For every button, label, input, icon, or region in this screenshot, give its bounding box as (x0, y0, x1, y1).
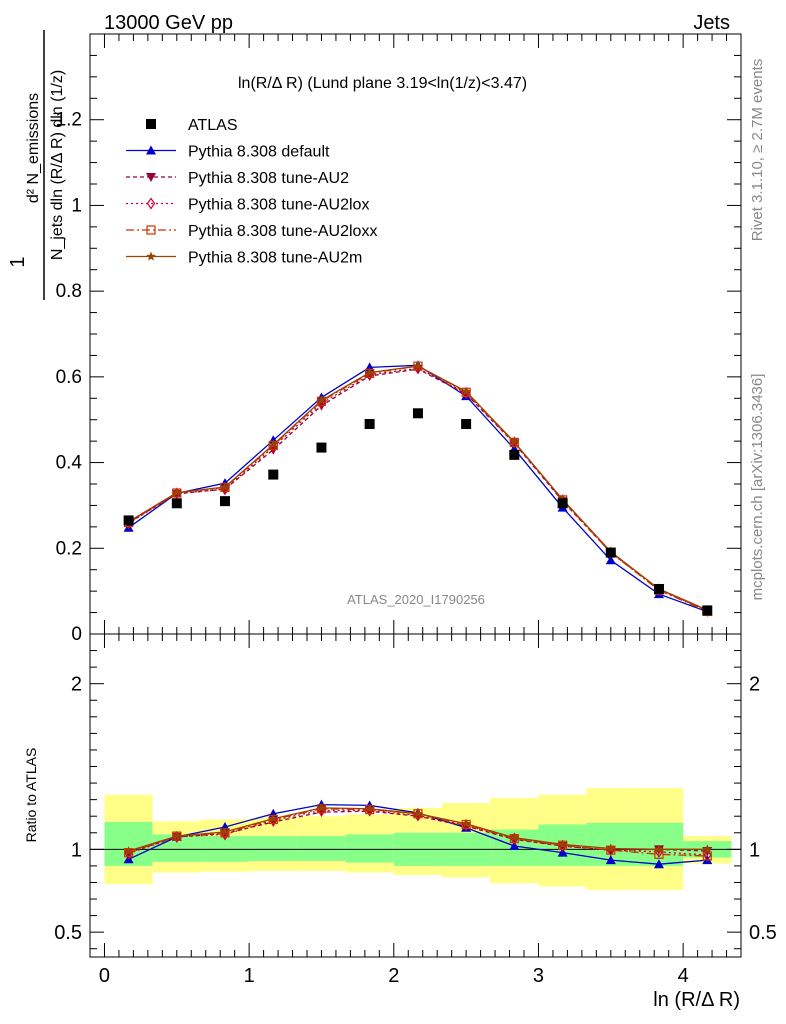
main-y-tick-label: 1 (71, 195, 82, 216)
uncertainty-band-inner (297, 836, 346, 861)
legend-label-au2: Pythia 8.308 tune-AU2 (188, 170, 349, 187)
data-point-atlas (653, 584, 664, 594)
uncertainty-band-inner (249, 836, 298, 861)
series-line-au2lox (128, 367, 708, 612)
data-point-atlas (364, 419, 375, 429)
series-line-au2m (128, 365, 708, 611)
data-point-atlas (412, 408, 423, 419)
ratio-point-au2loxx (702, 851, 712, 861)
x-tick-label: 2 (388, 965, 399, 987)
ratio-point-au2m (123, 846, 134, 855)
ratio-point-au2m (364, 803, 375, 813)
watermark-label: ATLAS_2020_I1790256 (347, 592, 485, 607)
ratio-y-tick-label-right: 2 (749, 674, 760, 696)
data-point-atlas (316, 442, 327, 453)
data-point-atlas (509, 449, 520, 460)
ratio-y-tick-label-right: 1 (749, 839, 760, 861)
y-label-prefix: 1 (7, 256, 29, 267)
ratio-point-au2m (654, 844, 664, 854)
legend-marker-default (146, 145, 156, 155)
data-point-atlas (702, 605, 713, 616)
main-y-tick-label: 0 (71, 624, 82, 645)
main-y-tick-label: 0.4 (56, 453, 83, 474)
ratio-point-au2m (461, 818, 471, 828)
data-point-au2m (172, 487, 182, 497)
legend-marker-au2lox (146, 197, 156, 210)
x-tick-label: 1 (244, 965, 255, 987)
ratio-point-au2m (509, 832, 520, 842)
main-y-tick-label: 1.2 (56, 110, 82, 131)
data-point-default (605, 555, 616, 565)
x-tick-label: 3 (533, 965, 544, 987)
legend-label-au2m: Pythia 8.308 tune-AU2m (188, 250, 362, 267)
uncertainty-band-inner (345, 834, 394, 863)
y-label-denominator: N_jets dln (R/Δ R) dln (1/z) (49, 70, 66, 260)
ratio-point-default (557, 847, 568, 857)
main-y-axis-label: 1 d² N_emissions N_jets dln (R/Δ R) dln … (7, 30, 66, 300)
ratio-point-default (653, 859, 664, 869)
ratio-point-au2m (413, 808, 423, 818)
data-point-au2m (509, 437, 520, 446)
y-label-numerator: d² N_emissions (25, 93, 42, 203)
data-point-atlas (123, 515, 134, 526)
data-point-atlas (605, 547, 616, 558)
ratio-point-default (509, 841, 520, 851)
data-point-atlas (219, 496, 230, 507)
data-point-atlas (557, 498, 568, 509)
legend: ATLAS Pythia 8.308 default Pythia 8.308 tu… (126, 117, 377, 267)
legend-label-default: Pythia 8.308 default (188, 144, 330, 161)
ratio-y-tick-label: 2 (71, 674, 82, 696)
main-y-tick-label: 0.6 (56, 367, 82, 388)
ratio-point-au2m (557, 839, 568, 849)
ratio-y-tick-label-right: 0.5 (749, 922, 777, 944)
header-right-label: Jets (693, 12, 730, 34)
mcplots-label: mcplots.cern.ch [arXiv:1306.3436] (749, 374, 766, 601)
main-y-tick-label: 0.8 (56, 281, 82, 302)
legend-marker-au2m (146, 251, 156, 261)
data-point-atlas (171, 498, 182, 509)
data-point-au2m (461, 386, 471, 396)
data-point-au2m (316, 395, 327, 405)
header-left-label: 13000 GeV pp (104, 12, 233, 34)
ratio-point-default (605, 855, 616, 865)
ratio-point-au2m (172, 831, 182, 841)
x-axis-label: ln (R/Δ R) (653, 989, 740, 1011)
data-point-au2m (364, 367, 375, 377)
data-point-au2lox (269, 441, 278, 454)
ratio-frame (89, 633, 742, 958)
main-chart-title: ln(R/Δ R) (Lund plane 3.19<ln(1/z)<3.47) (238, 75, 527, 92)
main-y-tick-label: 0.2 (56, 538, 82, 559)
ratio-y-axis-label: Ratio to ATLAS (23, 748, 39, 843)
legend-marker-au2 (146, 173, 156, 182)
ratio-point-au2m (268, 813, 278, 823)
data-point-atlas (461, 419, 472, 429)
x-tick-label: 0 (99, 965, 110, 987)
ratio-point-au2m (220, 826, 230, 836)
data-point-au2m (220, 482, 230, 491)
ratio-y-tick-label: 1 (71, 839, 82, 861)
rivet-label: Rivet 3.1.10, ≥ 2.7M events (749, 59, 766, 242)
data-point-au2m (268, 439, 278, 449)
x-tick-label: 4 (678, 965, 689, 987)
data-point-au2m (413, 361, 423, 371)
data-point-atlas (268, 469, 279, 480)
ratio-point-au2m (606, 843, 616, 853)
legend-label-au2lox: Pythia 8.308 tune-AU2lox (188, 197, 369, 214)
main-panel: 0 0.2 0.4 0.6 0.8 1 1.2 (56, 33, 742, 645)
ratio-point-au2m (702, 844, 712, 854)
ratio-point-au2m (316, 802, 327, 812)
ratio-panel: 0.5 0.5 1 1 2 2 0 1 2 3 4 (54, 633, 777, 987)
legend-label-au2loxx: Pythia 8.308 tune-AU2loxx (188, 223, 377, 240)
legend-label-atlas: ATLAS (188, 117, 238, 134)
ratio-y-tick-label: 0.5 (54, 922, 82, 944)
legend-marker-au2loxx (146, 225, 156, 235)
legend-marker-atlas (146, 119, 156, 129)
